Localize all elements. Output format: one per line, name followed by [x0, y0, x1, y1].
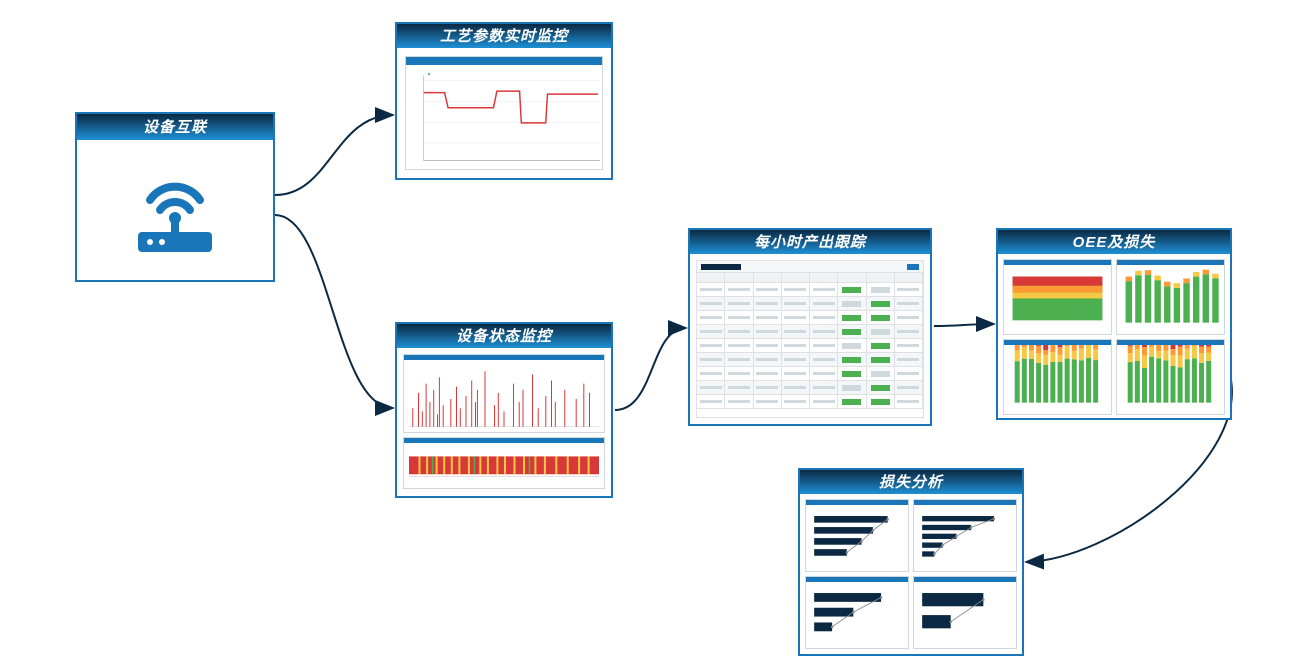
node-body — [77, 140, 273, 280]
node-header: 设备互联 — [77, 114, 273, 140]
node-loss-analysis: 损失分析 — [798, 468, 1024, 656]
search-btn-mock — [907, 264, 919, 270]
stacked-bar-chart — [1004, 345, 1111, 414]
node-body — [998, 254, 1230, 418]
node-body — [690, 254, 930, 424]
node-process-params: 工艺参数实时监控 ● — [395, 22, 613, 180]
node-body — [397, 348, 611, 496]
mini-chart-titlebar — [406, 57, 602, 65]
node-header: 设备状态监控 — [397, 324, 611, 348]
pareto-chart — [914, 582, 1016, 648]
router-wifi-icon — [120, 160, 230, 260]
bar-chart — [1117, 265, 1224, 334]
node-oee-loss: OEE及损失 — [996, 228, 1232, 420]
node-header: OEE及损失 — [998, 230, 1230, 254]
spike-chart — [404, 360, 604, 432]
node-body — [800, 494, 1022, 654]
pareto-chart — [806, 505, 908, 571]
pareto-chart — [914, 505, 1016, 571]
stacked-area-chart — [1004, 265, 1111, 334]
tab-active — [701, 264, 741, 270]
svg-text:●: ● — [428, 71, 431, 77]
node-header: 损失分析 — [800, 470, 1022, 494]
node-device-status: 设备状态监控 — [395, 322, 613, 498]
node-header: 工艺参数实时监控 — [397, 24, 611, 48]
node-body: ● — [397, 48, 611, 178]
pareto-chart — [806, 582, 908, 648]
gantt-strip — [404, 443, 604, 488]
node-hourly-output: 每小时产出跟踪 — [688, 228, 932, 426]
node-device-connect: 设备互联 — [75, 112, 275, 282]
line-chart: ● — [406, 65, 602, 169]
stacked-bar-chart — [1117, 345, 1224, 414]
node-header: 每小时产出跟踪 — [690, 230, 930, 254]
